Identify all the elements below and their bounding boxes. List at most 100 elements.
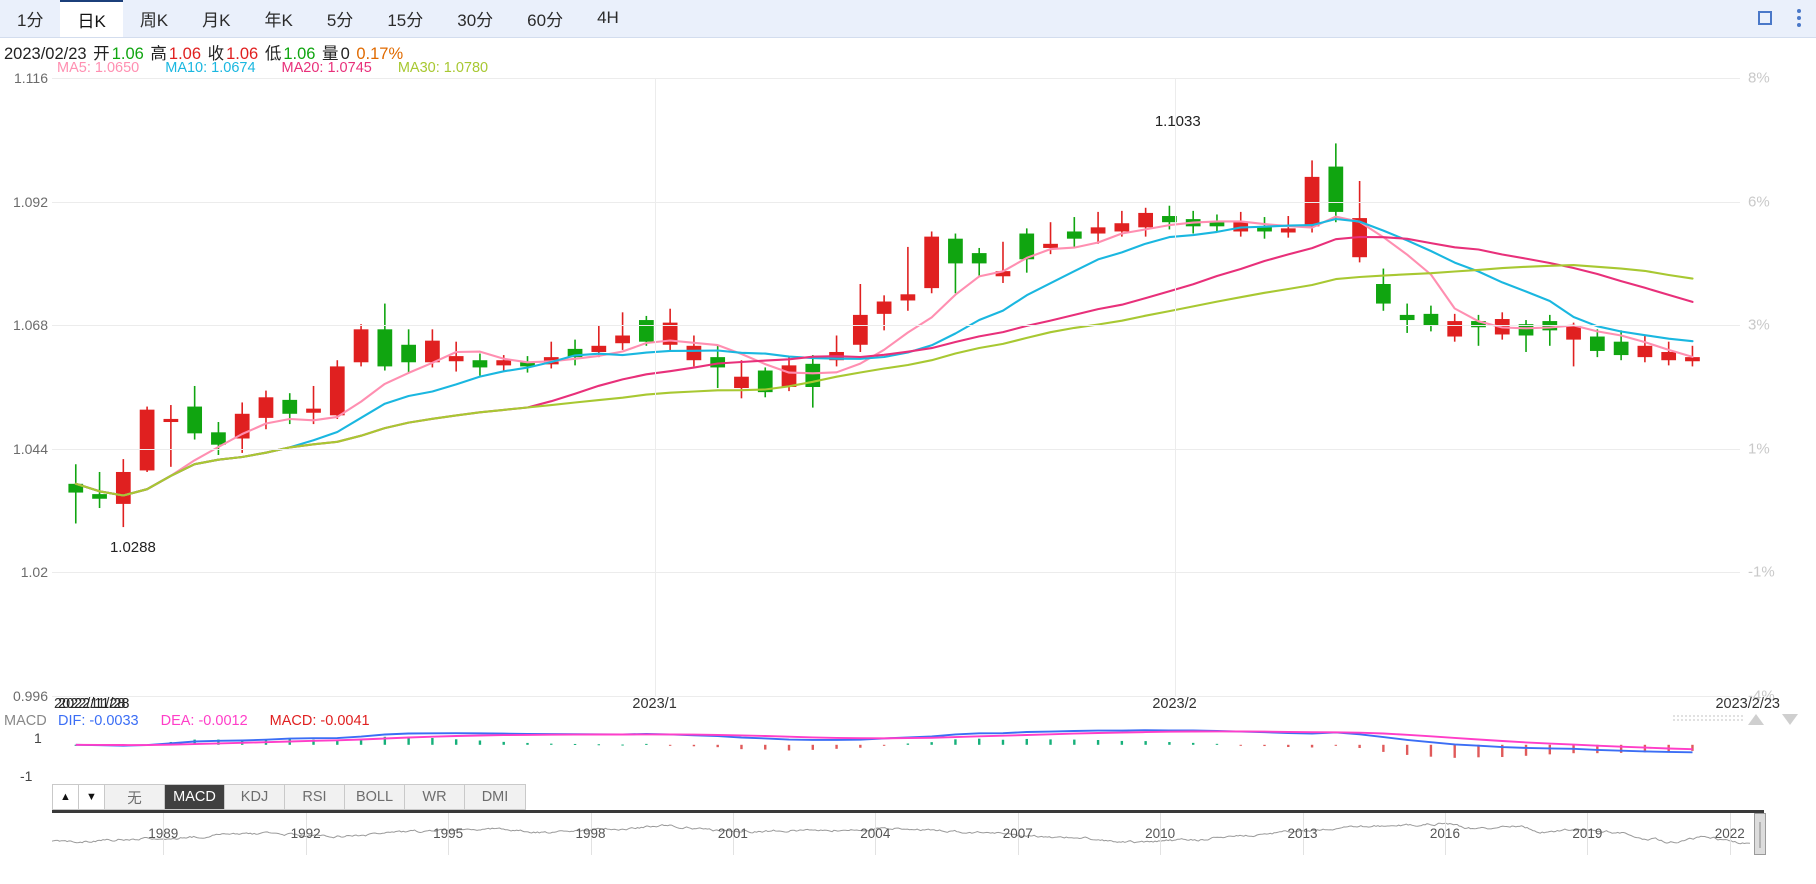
candlestick [1138, 207, 1154, 237]
navigator-year-label: 1998 [575, 826, 606, 841]
navigator-gridline [1587, 813, 1589, 855]
candlestick [757, 367, 773, 398]
macd-histogram-bar [764, 744, 767, 750]
tab-monthk[interactable]: 月K [202, 10, 231, 30]
navigator-year-label: 2010 [1145, 826, 1176, 841]
gridline [52, 696, 1740, 697]
navigator-gridline [1017, 813, 1019, 855]
navigator-gridline [590, 813, 592, 855]
volume-label: 量 [317, 45, 339, 63]
tab-60m[interactable]: 60分 [527, 10, 564, 30]
candlestick [900, 246, 916, 311]
indicator-button-dmi[interactable]: DMI [465, 785, 525, 809]
candlestick [472, 353, 488, 376]
macd-histogram-bar [1453, 744, 1456, 758]
macd-histogram-bar [1429, 744, 1433, 757]
candlestick [1399, 303, 1415, 333]
macd-histogram-bar [1405, 744, 1409, 755]
indicator-scroll-up-button[interactable]: ▲ [53, 785, 79, 809]
macd-histogram-bar [811, 744, 814, 750]
macd-histogram-bar [454, 739, 458, 745]
macd-histogram-bar [1619, 744, 1623, 753]
indicator-scroll-down-button[interactable]: ▼ [79, 785, 105, 809]
ma-line-ma5 [74, 215, 1694, 497]
tab-weekk[interactable]: 周K [139, 10, 169, 30]
macd-dea-line [75, 730, 1693, 751]
tab-30m[interactable]: 30分 [457, 10, 494, 30]
navigator-sparkline [52, 822, 1751, 845]
x-axis: 2022/11/28 2023/1 2023/2 2023/2/23 [0, 696, 1816, 722]
indicator-button-kdj[interactable]: KDJ [225, 785, 285, 809]
indicator-button-wr[interactable]: WR [405, 785, 465, 809]
indicator-button-boll[interactable]: BOLL [345, 785, 405, 809]
candlestick [92, 471, 107, 509]
macd-histogram-bar [217, 739, 220, 745]
range-navigator[interactable]: 1989 1992 1995 1998 2001 2004 2007 2010 2013 2016… [52, 810, 1766, 855]
candlestick [306, 385, 321, 425]
y-tick-left: 1.092 [12, 193, 48, 210]
candlestick [1090, 211, 1106, 244]
scroll-down-icon[interactable] [1782, 714, 1798, 725]
y-tick-right: -1% [1748, 563, 1775, 581]
tab-4h[interactable]: 4H [597, 8, 619, 27]
macd-histogram-bar [1215, 743, 1219, 745]
candlestick [662, 308, 678, 352]
tab-yeark[interactable]: 年K [264, 10, 293, 30]
candlestick [852, 284, 868, 352]
candlestick [115, 459, 131, 528]
macd-histogram-bar [526, 742, 529, 745]
navigator-gridline [875, 813, 877, 855]
macd-panel[interactable]: 2022/11/28 MACD DIF: -0.0033 DEA: -0.0012… [0, 696, 1816, 784]
macd-histogram-bar [787, 744, 791, 751]
indicator-button-macd[interactable]: MACD [165, 785, 225, 809]
price-chart[interactable]: 1.1033 1.0288 1.116 8% 1.092 6% 1.068 3% 1.044 1… [0, 70, 1816, 705]
tab-5m[interactable]: 5分 [326, 10, 354, 30]
macd-histogram-bar [930, 742, 933, 745]
macd-readout-dif: DIF: -0.0033 [58, 713, 139, 729]
candlestick [1661, 341, 1677, 366]
macd-histogram-bar [1691, 744, 1694, 751]
collapse-button[interactable] [1748, 0, 1782, 37]
tab-15m[interactable]: 15分 [387, 10, 424, 30]
gridline [52, 572, 1740, 574]
navigator-gridline [1729, 813, 1731, 855]
tab-dayk[interactable]: 日K [60, 0, 123, 37]
quote-date: 2023/02/23 [4, 45, 87, 63]
macd-histogram-bar [954, 739, 957, 745]
candlestick [163, 405, 179, 467]
more-vertical-icon [1797, 9, 1801, 27]
vertical-gridline [654, 78, 656, 696]
macd-series [74, 729, 1694, 758]
macd-histogram-bar [573, 743, 577, 745]
macd-histogram-bar [978, 738, 981, 745]
macd-histogram-bar [478, 740, 482, 745]
navigator-gridline [1444, 813, 1446, 855]
navigator-year-label: 2004 [860, 826, 891, 841]
candlestick [876, 295, 892, 331]
macd-readout-macd: MACD: -0.0041 [269, 713, 370, 729]
macd-histogram-bar [74, 744, 77, 746]
macd-histogram-bar [431, 738, 434, 745]
macd-histogram-bar [1358, 744, 1361, 749]
indicator-button-无[interactable]: 无 [105, 785, 165, 809]
macd-readout-dea: DEA: -0.0012 [160, 713, 248, 729]
macd-histogram-bar [1001, 739, 1005, 745]
macd-histogram-bar [1548, 744, 1552, 755]
y-tick-right: 6% [1748, 193, 1770, 211]
macd-histogram-bar [407, 736, 410, 745]
macd-histogram-bar [597, 744, 601, 746]
macd-histogram-bar [502, 741, 505, 745]
indicator-button-rsi[interactable]: RSI [285, 785, 345, 809]
more-options-button[interactable] [1782, 0, 1816, 37]
macd-histogram-bar [621, 744, 624, 746]
candlestick [377, 303, 393, 371]
candlestick [1566, 322, 1581, 367]
scroll-up-icon[interactable] [1748, 714, 1764, 725]
high-value: 1.06 [168, 45, 202, 63]
navigator-range-handle[interactable] [1754, 813, 1766, 855]
tab-1m[interactable]: 1分 [17, 10, 44, 30]
y-tick-left: 1.02 [20, 564, 48, 581]
navigator-gridline [305, 813, 307, 855]
candlestick [520, 356, 535, 373]
